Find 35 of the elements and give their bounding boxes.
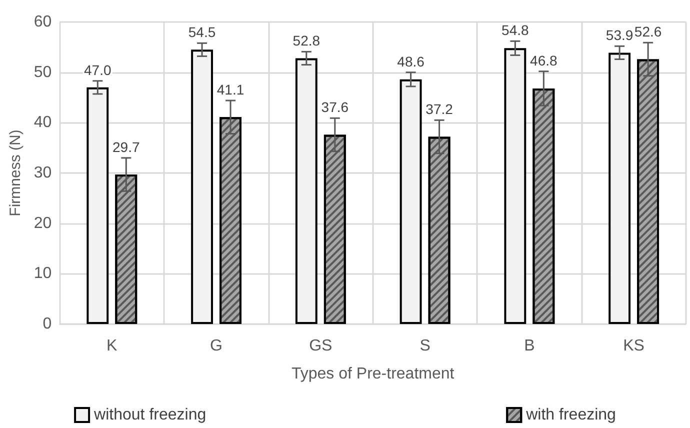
x-axis-title: Types of Pre-treatment	[291, 366, 455, 382]
data-label: 52.6	[634, 24, 662, 40]
bar	[608, 52, 631, 324]
data-label: 29.7	[112, 138, 140, 155]
legend-label: with freezing	[525, 406, 616, 424]
data-label: 37.6	[321, 99, 349, 116]
x-tick-label: G	[210, 338, 222, 354]
data-label: 53.9	[606, 27, 634, 44]
y-tick-label: 60	[34, 14, 52, 30]
x-tick-label: S	[420, 338, 430, 354]
y-tick-label: 20	[34, 214, 52, 232]
y-tick-label: 0	[42, 316, 52, 332]
x-tick-label: GS	[309, 338, 332, 354]
x-tick-label: K	[106, 338, 118, 354]
y-axis-title: Firmness (N)	[7, 130, 24, 216]
y-tick-label: 40	[34, 114, 52, 132]
x-tick-label: KS	[623, 338, 644, 354]
bar	[400, 79, 422, 324]
y-tick-label: 50	[34, 64, 52, 81]
bar	[191, 50, 213, 324]
data-label: 46.8	[530, 52, 558, 68]
data-label: 37.2	[426, 101, 454, 118]
data-label: 52.8	[292, 32, 320, 49]
data-label: 41.1	[216, 82, 244, 98]
x-tick-label: B	[524, 338, 535, 354]
bar	[504, 48, 526, 324]
y-tick-label: 10	[34, 265, 52, 282]
bar	[295, 58, 318, 324]
data-label: 54.5	[188, 24, 216, 40]
y-tick-label: 30	[34, 164, 52, 182]
legend-label: without freezing	[93, 406, 206, 424]
data-label: 47.0	[84, 62, 112, 78]
data-label: 48.6	[397, 53, 425, 70]
bar	[86, 87, 109, 324]
data-label: 54.8	[502, 22, 530, 38]
